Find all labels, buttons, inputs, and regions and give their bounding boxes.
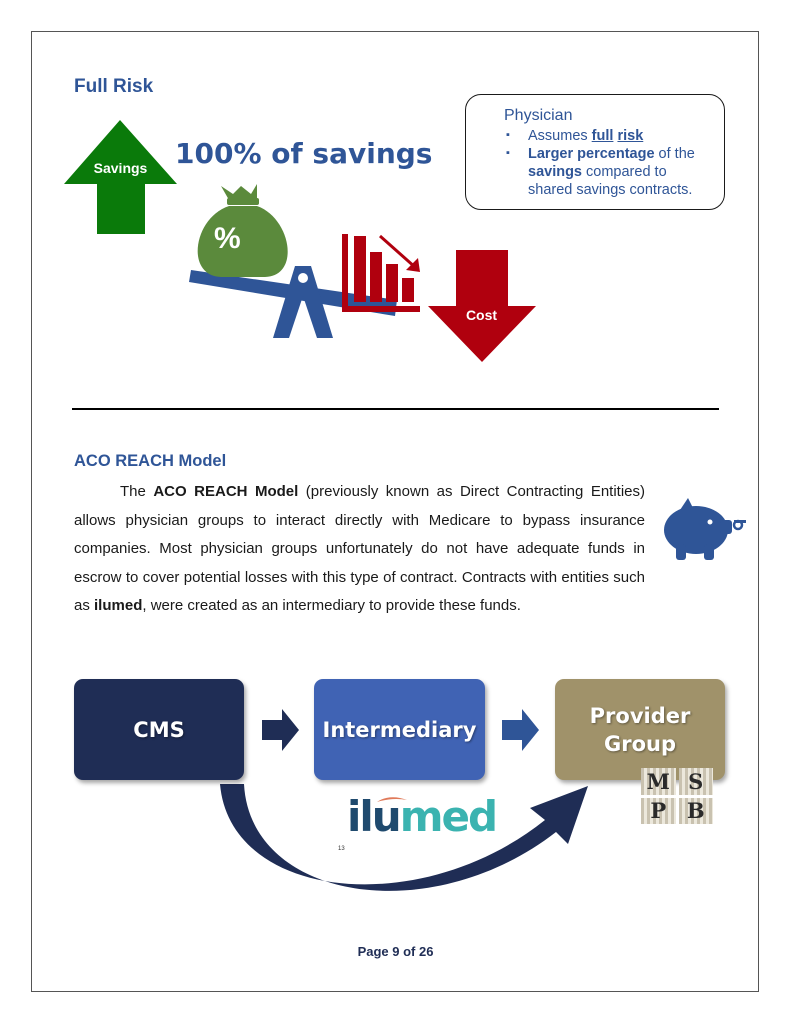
physician-title: Physician [504, 107, 573, 124]
provider-group-box: Provider Group [555, 679, 725, 780]
piggy-bank-icon [664, 498, 746, 560]
intermediary-box: Intermediary [314, 679, 485, 780]
declining-chart-icon [342, 234, 420, 312]
flow-arrow-2-icon [502, 709, 539, 751]
physician-bullets: Assumes full risk Larger percentage of t… [504, 126, 714, 199]
cost-down-arrow [428, 250, 536, 362]
savings-headline: 100% of savings [175, 137, 433, 170]
cms-box: CMS [74, 679, 244, 780]
full-risk-title: Full Risk [74, 76, 154, 97]
physician-bullet-1: Assumes full risk [506, 126, 714, 145]
page-number: Page 9 of 26 [357, 944, 434, 959]
ilumed-swoosh-icon [377, 797, 407, 802]
physician-callout: Physician Assumes full risk Larger perce… [465, 94, 725, 210]
flow-arrow-1-icon [262, 709, 299, 751]
fulcrum-icon [273, 266, 333, 338]
ilumed-logo: ilumed [347, 792, 498, 841]
savings-up-arrow [64, 120, 177, 234]
aco-reach-title: ACO REACH Model [74, 452, 227, 470]
savings-arrow-label: Savings [93, 160, 148, 176]
footnote-marker: 13 [338, 846, 345, 852]
physician-bullet-2: Larger percentage of the savings compare… [506, 144, 714, 199]
page-border [31, 31, 759, 992]
flow-return-arrow [220, 784, 588, 891]
mspb-logo: M S P B [641, 768, 713, 824]
cost-arrow-label: Cost [465, 307, 498, 323]
money-bag-icon [197, 184, 288, 277]
aco-reach-paragraph: The ACO REACH Model (previously known as… [74, 483, 646, 614]
section-divider [72, 408, 719, 410]
percent-symbol: % [214, 222, 241, 255]
